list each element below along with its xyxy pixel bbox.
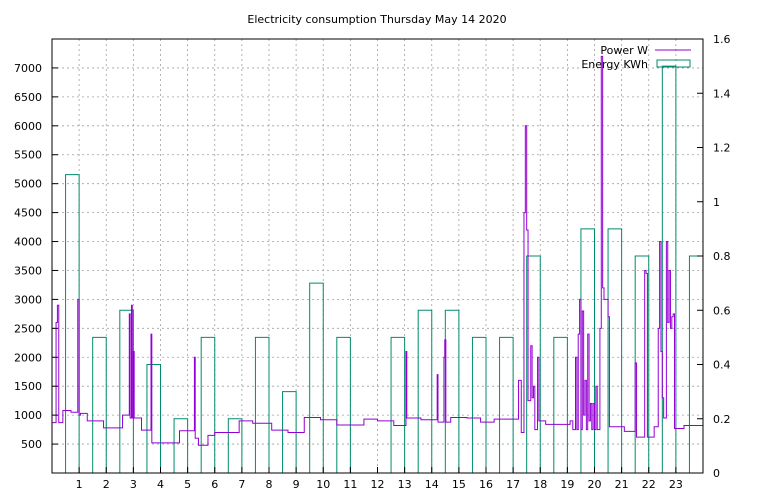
energy-series [65, 65, 704, 473]
energy-bar-7 [254, 336, 270, 473]
legend-swatch-energy [656, 59, 691, 68]
x-tick-label-11: 12 [371, 478, 385, 491]
energy-bar-10 [336, 336, 351, 473]
y-tick-label-1: 1000 [14, 409, 42, 422]
x-tick-label-0: 1 [76, 478, 83, 491]
energy-bar-20 [607, 228, 623, 473]
x-tick-label-14: 15 [452, 478, 466, 491]
energy-bar-1 [92, 336, 107, 473]
energy-bar-17 [526, 255, 541, 473]
energy-bar-22 [661, 65, 677, 473]
chart-title: Electricity consumption Thursday May 14 … [247, 13, 506, 26]
x-tick-label-20: 21 [615, 478, 629, 491]
x-tick-label-8: 9 [293, 478, 300, 491]
x-tick-label-21: 22 [642, 478, 656, 491]
energy-bar-4 [173, 418, 189, 473]
axes-layer: 500 1000 1500 2000 2500 3000 3500 4000 4500 5000 5… [14, 33, 731, 491]
y2-tick-label-1: 0.2 [713, 413, 731, 426]
x-tick-label-18: 19 [560, 478, 574, 491]
x-tick-label-19: 20 [588, 478, 602, 491]
y-tick-label-5: 3000 [14, 293, 42, 306]
x-tick-label-13: 14 [425, 478, 439, 491]
y-tick-label-7: 4000 [14, 236, 42, 249]
x-tick-label-5: 6 [211, 478, 218, 491]
energy-bar-15 [471, 336, 487, 473]
y-tick-label-2: 1500 [14, 380, 42, 393]
y2-tick-label-3: 0.6 [713, 304, 731, 317]
energy-bar-21 [634, 255, 650, 473]
energy-bar-16 [499, 336, 514, 473]
x-tick-label-3: 4 [157, 478, 164, 491]
y2-tick-label-2: 0.4 [713, 359, 731, 372]
x-tick-label-7: 8 [266, 478, 273, 491]
energy-bar-18 [553, 336, 568, 473]
energy-bar-5 [200, 336, 216, 473]
x-tick-label-16: 17 [506, 478, 520, 491]
x-tick-label-15: 16 [479, 478, 493, 491]
y2-tick-label-4: 0.8 [713, 250, 731, 263]
power-line [52, 55, 703, 446]
energy-bar-6 [227, 418, 243, 473]
energy-bar-13 [417, 309, 433, 473]
y-tick-label-9: 5000 [14, 178, 42, 191]
power-series [52, 55, 703, 446]
energy-bar-9 [309, 282, 324, 473]
energy-bar-0 [65, 174, 80, 473]
x-tick-label-10: 11 [343, 478, 357, 491]
x-tick-label-4: 5 [184, 478, 191, 491]
y-tick-label-11: 6000 [14, 120, 42, 133]
x-tick-label-12: 13 [398, 478, 412, 491]
y2-tick-label-5: 1 [713, 196, 720, 209]
legend-label-power: Power W [600, 44, 648, 57]
energy-bar-14 [444, 309, 460, 473]
y-tick-label-12: 6500 [14, 91, 42, 104]
energy-bar-12 [390, 336, 406, 473]
y-tick-label-4: 2500 [14, 322, 42, 335]
x-tick-label-6: 7 [238, 478, 245, 491]
y-tick-label-0: 500 [21, 438, 42, 451]
legend-label-energy: Energy KWh [581, 58, 648, 71]
y-tick-label-3: 2000 [14, 351, 42, 364]
x-tick-label-1: 2 [103, 478, 110, 491]
y-tick-label-8: 4500 [14, 207, 42, 220]
grid-layer [52, 39, 703, 473]
x-tick-label-2: 3 [130, 478, 137, 491]
y-tick-label-6: 3500 [14, 264, 42, 277]
x-tick-label-22: 23 [669, 478, 683, 491]
y-tick-label-13: 7000 [14, 62, 42, 75]
y2-tick-label-7: 1.4 [713, 87, 731, 100]
y2-tick-label-8: 1.6 [713, 33, 731, 46]
y2-tick-label-0: 0 [713, 467, 720, 480]
energy-bar-3 [146, 364, 161, 473]
x-tick-label-17: 18 [533, 478, 547, 491]
x-tick-label-9: 10 [316, 478, 330, 491]
y-tick-label-10: 5500 [14, 149, 42, 162]
y2-tick-label-6: 1.2 [713, 142, 731, 155]
